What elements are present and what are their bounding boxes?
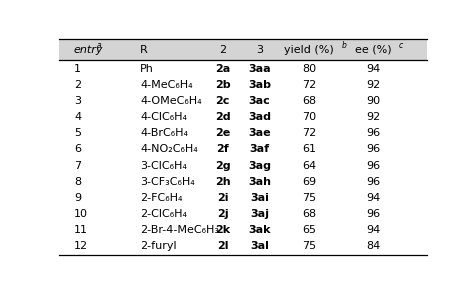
Text: 1: 1 xyxy=(74,63,81,74)
Text: 2k: 2k xyxy=(215,225,230,235)
Text: c: c xyxy=(398,41,402,50)
Text: 2g: 2g xyxy=(215,161,230,171)
Text: 2a: 2a xyxy=(215,63,230,74)
Text: 70: 70 xyxy=(302,112,316,122)
Text: 2e: 2e xyxy=(215,128,230,138)
Text: 10: 10 xyxy=(74,209,88,219)
Text: 96: 96 xyxy=(366,128,381,138)
Text: 2f: 2f xyxy=(216,144,229,155)
Text: 3ac: 3ac xyxy=(248,96,270,106)
Text: 96: 96 xyxy=(366,161,381,171)
Text: 8: 8 xyxy=(74,177,81,187)
Text: 72: 72 xyxy=(302,128,316,138)
Text: 11: 11 xyxy=(74,225,88,235)
Text: 68: 68 xyxy=(302,209,316,219)
Text: 3ad: 3ad xyxy=(248,112,271,122)
Text: 3ah: 3ah xyxy=(248,177,271,187)
Text: 4: 4 xyxy=(74,112,81,122)
Text: 4-MeC₆H₄: 4-MeC₆H₄ xyxy=(140,80,193,90)
Text: 2-Br-4-MeC₆H₃: 2-Br-4-MeC₆H₃ xyxy=(140,225,219,235)
Text: R: R xyxy=(140,45,148,55)
Text: 6: 6 xyxy=(74,144,81,155)
Text: Ph: Ph xyxy=(140,63,154,74)
Text: 3aj: 3aj xyxy=(250,209,269,219)
Bar xyxy=(59,39,427,61)
Text: 3ab: 3ab xyxy=(248,80,271,90)
Text: 3ak: 3ak xyxy=(248,225,271,235)
Text: 4-ClC₆H₄: 4-ClC₆H₄ xyxy=(140,112,187,122)
Text: 3al: 3al xyxy=(250,242,269,251)
Text: 2l: 2l xyxy=(217,242,228,251)
Text: 2j: 2j xyxy=(217,209,228,219)
Text: 12: 12 xyxy=(74,242,88,251)
Text: 2c: 2c xyxy=(216,96,230,106)
Text: 90: 90 xyxy=(366,96,381,106)
Text: 3ag: 3ag xyxy=(248,161,271,171)
Text: 96: 96 xyxy=(366,209,381,219)
Text: 4-BrC₆H₄: 4-BrC₆H₄ xyxy=(140,128,188,138)
Text: 94: 94 xyxy=(366,225,381,235)
Text: 65: 65 xyxy=(302,225,316,235)
Text: 96: 96 xyxy=(366,144,381,155)
Text: 84: 84 xyxy=(366,242,381,251)
Text: 2: 2 xyxy=(74,80,81,90)
Text: 2-furyl: 2-furyl xyxy=(140,242,177,251)
Text: 64: 64 xyxy=(302,161,316,171)
Text: 2: 2 xyxy=(219,45,226,55)
Text: 3: 3 xyxy=(74,96,81,106)
Text: b: b xyxy=(341,41,346,50)
Text: 94: 94 xyxy=(366,63,381,74)
Text: 3-CF₃C₆H₄: 3-CF₃C₆H₄ xyxy=(140,177,195,187)
Text: yield (%): yield (%) xyxy=(284,45,334,55)
Text: 3-ClC₆H₄: 3-ClC₆H₄ xyxy=(140,161,187,171)
Text: 2d: 2d xyxy=(215,112,230,122)
Text: 75: 75 xyxy=(302,193,316,203)
Text: 3af: 3af xyxy=(249,144,270,155)
Text: 92: 92 xyxy=(366,112,381,122)
Text: 61: 61 xyxy=(302,144,316,155)
Text: 2i: 2i xyxy=(217,193,228,203)
Text: 92: 92 xyxy=(366,80,381,90)
Text: 4-NO₂C₆H₄: 4-NO₂C₆H₄ xyxy=(140,144,198,155)
Text: 94: 94 xyxy=(366,193,381,203)
Text: 2h: 2h xyxy=(215,177,230,187)
Text: 4-OMeC₆H₄: 4-OMeC₆H₄ xyxy=(140,96,202,106)
Text: 3ae: 3ae xyxy=(248,128,271,138)
Text: 72: 72 xyxy=(302,80,316,90)
Text: 5: 5 xyxy=(74,128,81,138)
Text: ee (%): ee (%) xyxy=(355,45,392,55)
Text: 9: 9 xyxy=(74,193,81,203)
Text: 7: 7 xyxy=(74,161,81,171)
Text: 2-FC₆H₄: 2-FC₆H₄ xyxy=(140,193,182,203)
Text: 80: 80 xyxy=(302,63,316,74)
Text: 3aa: 3aa xyxy=(248,63,271,74)
Text: 2b: 2b xyxy=(215,80,230,90)
Text: entry: entry xyxy=(74,45,103,55)
Text: a: a xyxy=(97,41,102,50)
Text: 69: 69 xyxy=(302,177,316,187)
Text: 68: 68 xyxy=(302,96,316,106)
Text: 2-ClC₆H₄: 2-ClC₆H₄ xyxy=(140,209,187,219)
Text: 96: 96 xyxy=(366,177,381,187)
Text: 75: 75 xyxy=(302,242,316,251)
Text: 3ai: 3ai xyxy=(250,193,269,203)
Text: 3: 3 xyxy=(256,45,263,55)
